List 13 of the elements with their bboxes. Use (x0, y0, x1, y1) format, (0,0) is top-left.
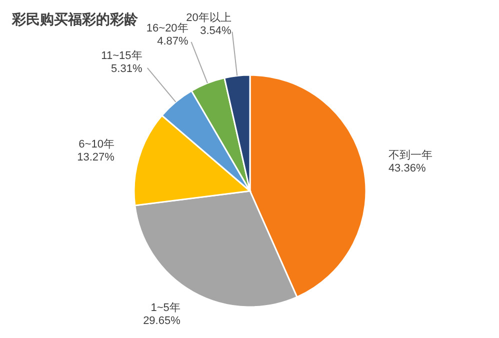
slice-label: 20年以上 (186, 10, 232, 24)
slice-label: 不到一年 (388, 150, 432, 162)
data-label: 4.87% (157, 36, 189, 48)
data-label: 43.36% (388, 162, 426, 175)
data-label: 5.31% (111, 62, 142, 75)
slice-label: 1~5年 (150, 302, 180, 314)
data-label: 3.54% (200, 24, 232, 37)
slice-label: 16~20年 (146, 22, 188, 35)
slice-label: 6~10年 (78, 138, 114, 150)
data-label: 29.65% (143, 315, 181, 328)
chart-title: 彩民购买福彩的彩龄 (11, 11, 139, 27)
slice-label: 11~15年 (101, 50, 142, 62)
data-label: 13.27% (77, 151, 115, 164)
